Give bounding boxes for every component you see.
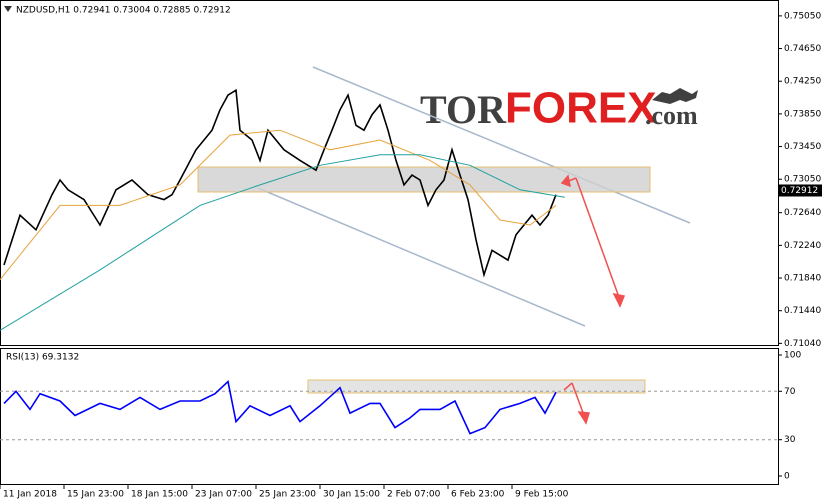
symbol-icon (4, 6, 12, 12)
y-tick-label: 100 (784, 351, 801, 361)
y-tick-label: 0.71040 (784, 339, 821, 349)
y-tick-label: 0.74650 (784, 44, 821, 54)
x-tick-label: 30 Jan 15:00 (323, 490, 380, 500)
arrow-line (563, 382, 573, 391)
y-tick-label: 30 (784, 435, 796, 445)
rsi-zone (307, 379, 646, 394)
y-tick-label: 0.75050 (784, 11, 821, 21)
y-tick-label: 0.73450 (784, 142, 821, 152)
watermark-forex: FOREX (505, 84, 657, 133)
x-tick-label: 23 Jan 07:00 (195, 490, 252, 500)
series-line (0, 154, 565, 331)
channel-lower (257, 187, 586, 327)
y-tick-label: 0.73050 (784, 175, 821, 185)
y-tick-label: 0.71440 (784, 306, 821, 316)
arrow-line (575, 177, 621, 301)
forecast-arrows (560, 174, 626, 425)
arrow-head (612, 292, 626, 308)
last-price-label: 0.72912 (781, 186, 818, 196)
x-tick-label: 25 Jan 23:00 (259, 490, 316, 500)
bull-icon (652, 88, 698, 104)
last-price-box (779, 184, 822, 197)
x-tick-label: 11 Jan 2018 (3, 490, 57, 500)
y-tick-label: 0.72640 (784, 208, 821, 218)
chart-title: NZDUSD,H1 0.72941 0.73004 0.72885 0.7291… (16, 6, 231, 16)
watermark: TOR FOREX .com (420, 84, 698, 133)
price-panel-frame (0, 0, 779, 346)
x-tick-label: 6 Feb 23:00 (451, 490, 505, 500)
rsi-title: RSI(13) 69.3132 (6, 353, 79, 363)
plot-layer (0, 88, 778, 441)
x-tick-label: 15 Jan 23:00 (67, 490, 124, 500)
y-tick-label: 0.71840 (784, 274, 821, 284)
resistance-zone (197, 166, 651, 193)
x-tick-label: 9 Feb 15:00 (515, 490, 569, 500)
watermark-com: .com (645, 101, 698, 130)
y-tick-label: 0.72240 (784, 241, 821, 251)
y-tick-label: 0 (784, 472, 790, 482)
series-line (3, 380, 557, 435)
x-tick-label: 18 Jan 15:00 (131, 490, 188, 500)
y-tick-label: 0.74250 (784, 77, 821, 87)
y-tick-label: 70 (784, 387, 796, 397)
rsi-panel-frame (0, 348, 779, 485)
series-line (3, 88, 557, 278)
watermark-tor: TOR (420, 87, 507, 132)
channel-upper (312, 66, 691, 224)
arrow-head (577, 411, 590, 425)
arrow-head (560, 174, 572, 188)
x-tick-label: 2 Feb 07:00 (387, 490, 441, 500)
y-tick-label: 0.73850 (784, 109, 821, 119)
series-line (0, 129, 557, 281)
